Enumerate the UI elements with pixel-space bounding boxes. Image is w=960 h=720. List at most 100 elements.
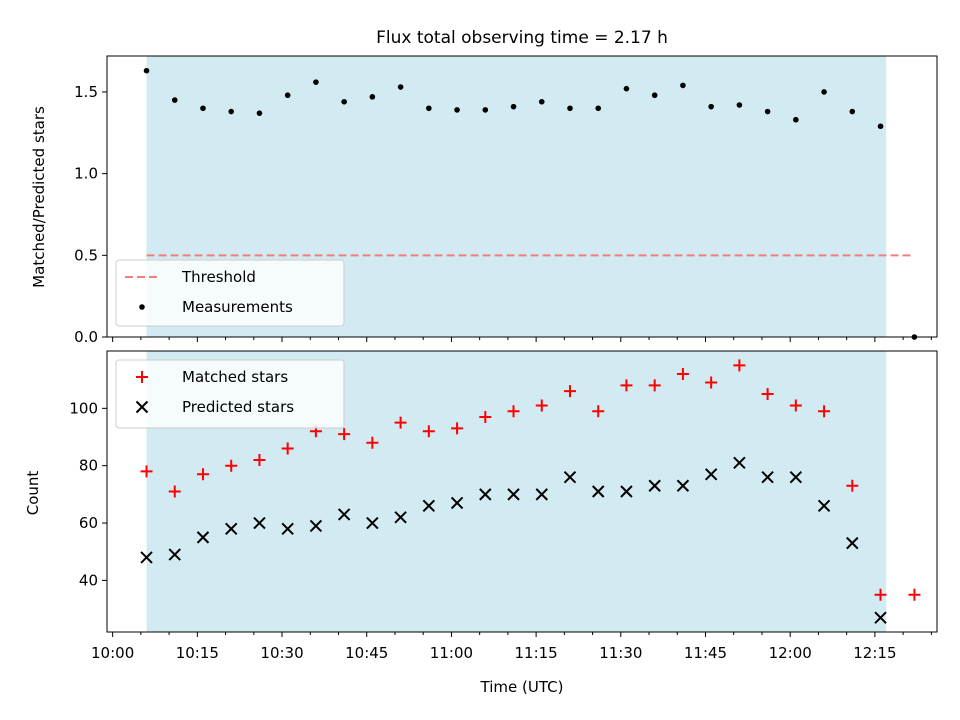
predicted-star-point: [817, 499, 831, 513]
x-tick-label: 10:30: [260, 644, 303, 662]
matched-star-point: [761, 388, 774, 401]
measurement-point: [313, 79, 319, 85]
legend-matched-swatch: [136, 371, 148, 383]
legend-measurement-swatch: [139, 304, 145, 310]
measurement-point: [200, 105, 206, 112]
predicted-star-point: [704, 468, 718, 481]
predicted-star-point: [733, 456, 746, 470]
predicted-star-point: [761, 470, 774, 484]
predicted-star-point: [648, 479, 661, 492]
top-panel: 0.0 0.5 1.0 1.5 Threshold Measurements: [74, 55, 938, 346]
matched-star-point: [168, 485, 181, 498]
matched-star-point: [507, 405, 520, 418]
measurement-point: [171, 97, 178, 103]
predicted-star-point: [507, 488, 520, 501]
figure-title: Flux total observing time = 2.17 h: [376, 28, 668, 48]
x-axis-label: Time (UTC): [480, 678, 564, 696]
matched-star-point: [253, 453, 266, 466]
measurement-point: [482, 107, 489, 113]
measurement-point: [849, 108, 856, 115]
bottom-y-tick-label: 80: [79, 457, 98, 475]
matched-star-point: [846, 479, 859, 492]
matched-star-point: [908, 588, 921, 601]
measurement-point: [228, 108, 235, 115]
measurement-point: [454, 107, 460, 113]
x-tick-label: 11:45: [684, 644, 727, 662]
predicted-star-point: [309, 519, 323, 533]
matched-star-point: [676, 367, 689, 380]
predicted-star-point: [563, 470, 577, 484]
predicted-star-point: [479, 488, 492, 501]
legend-label: Predicted stars: [182, 398, 294, 416]
predicted-star-point: [592, 485, 605, 498]
bottom-panel: 40 60 80 100 10:00 10:15 10:30 10:45 11:00 11:15 1…: [69, 350, 938, 662]
top-legend: Threshold Measurements: [115, 259, 345, 327]
top-y-tick-label: 0.5: [74, 246, 98, 264]
matched-star-point: [451, 422, 464, 435]
bottom-axes-frame: [106, 350, 938, 633]
matched-star-point: [789, 399, 802, 412]
matched-star-point: [366, 436, 379, 449]
matched-star-point: [733, 359, 746, 372]
matched-star-point: [196, 468, 209, 481]
matched-star-point: [225, 459, 238, 472]
matched-star-point: [535, 399, 548, 412]
predicted-star-point: [140, 551, 153, 564]
matched-star-point: [394, 416, 407, 429]
predicted-star-point: [366, 516, 379, 530]
legend-predicted-swatch: [135, 400, 149, 414]
measurement-point: [143, 67, 150, 74]
predicted-star-point: [253, 516, 266, 530]
top-y-axis-label: Matched/Predicted stars: [30, 106, 48, 288]
x-tick-label: 11:00: [430, 644, 473, 662]
x-tick-label: 10:00: [91, 644, 134, 662]
matched-star-point: [620, 379, 633, 392]
measurement-point: [397, 84, 404, 90]
top-axes-frame: [106, 55, 938, 338]
bottom-y-tick-label: 60: [79, 514, 98, 532]
predicted-star-point: [620, 485, 633, 498]
x-tick-label: 11:15: [514, 644, 557, 662]
bottom-y-axis-label: Count: [24, 471, 42, 516]
bottom-y-tick-label: 100: [69, 399, 98, 417]
measurement-point: [538, 98, 545, 105]
predicted-star-point: [196, 531, 210, 544]
measurement-point: [284, 92, 291, 99]
x-tick-label: 12:15: [853, 644, 896, 662]
predicted-star-point: [281, 522, 294, 535]
predicted-star-point: [676, 479, 690, 492]
bottom-legend: Matched stars Predicted stars: [115, 359, 345, 429]
measurement-point: [369, 94, 376, 100]
matched-star-point: [705, 376, 718, 389]
matched-star-point: [592, 405, 605, 418]
measurement-point: [651, 92, 658, 99]
matched-star-point: [422, 425, 435, 438]
matched-star-point: [648, 379, 661, 392]
predicted-star-point: [535, 488, 548, 501]
measurement-point: [341, 98, 347, 105]
predicted-star-point: [450, 496, 464, 510]
measurement-point: [736, 102, 743, 108]
predicted-star-point: [789, 470, 803, 484]
bottom-y-tick-label: 40: [79, 571, 98, 589]
top-legend-box: [115, 259, 345, 327]
predicted-star-point: [874, 611, 887, 624]
measurement-point: [680, 82, 686, 89]
measurement-point: [708, 103, 714, 110]
predicted-star-point: [846, 536, 859, 550]
matched-star-point: [140, 465, 153, 478]
matched-star-point: [338, 428, 351, 441]
matched-star-point: [818, 405, 831, 418]
x-tick-label: 10:45: [345, 644, 388, 662]
matched-star-point: [479, 410, 492, 423]
matched-star-point: [281, 442, 294, 455]
measurement-point: [821, 89, 827, 95]
predicted-star-point: [225, 522, 238, 535]
predicted-star-point: [168, 548, 181, 561]
measurement-point: [793, 116, 799, 123]
measurement-point: [567, 105, 573, 112]
measurement-point: [595, 105, 602, 112]
matched-star-point: [563, 385, 576, 398]
measurement-point: [426, 105, 432, 112]
legend-label: Matched stars: [182, 368, 288, 386]
